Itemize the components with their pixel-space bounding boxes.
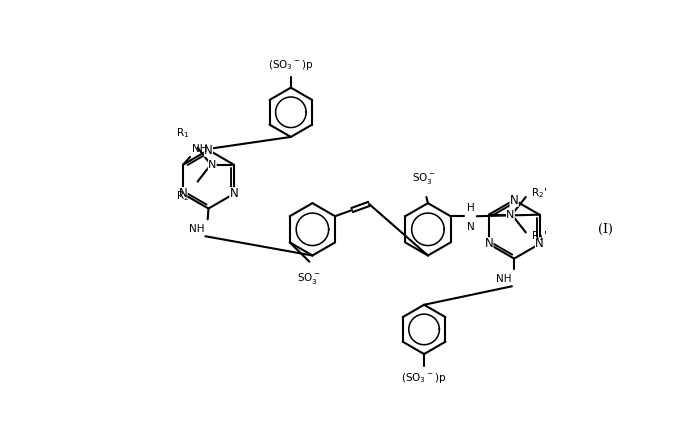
- Text: N: N: [484, 237, 493, 250]
- Text: R$_1$': R$_1$': [531, 229, 547, 243]
- Text: N: N: [467, 222, 475, 233]
- Text: SO$_3^-$: SO$_3^-$: [297, 271, 320, 286]
- Text: NH: NH: [496, 274, 512, 284]
- Text: R$_2$': R$_2$': [531, 186, 547, 200]
- Text: N: N: [510, 194, 519, 207]
- Text: N: N: [204, 143, 213, 156]
- Text: N: N: [229, 187, 238, 200]
- Text: R$_1$: R$_1$: [176, 126, 189, 140]
- Text: (SO$_3$$^-$)p: (SO$_3$$^-$)p: [401, 371, 447, 385]
- Text: NH: NH: [192, 144, 208, 154]
- Text: R$_2$: R$_2$: [176, 190, 189, 203]
- Text: N: N: [208, 159, 217, 170]
- Text: NH: NH: [189, 224, 205, 233]
- Text: H: H: [467, 203, 475, 213]
- Text: N: N: [535, 237, 544, 250]
- Text: N: N: [506, 210, 514, 220]
- Text: N: N: [179, 187, 187, 200]
- Text: (I): (I): [598, 223, 612, 236]
- Text: (SO$_3$$^-$)p: (SO$_3$$^-$)p: [268, 58, 314, 72]
- Text: SO$_3^-$: SO$_3^-$: [412, 171, 436, 186]
